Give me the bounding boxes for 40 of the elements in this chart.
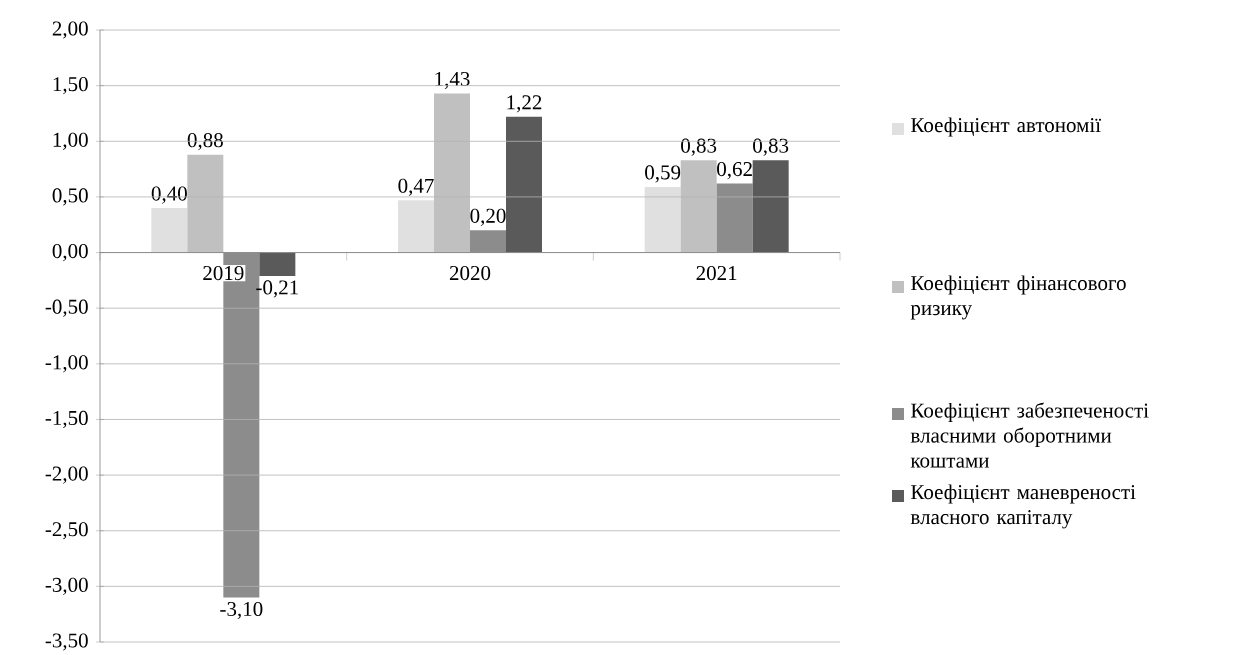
y-tick-label: 2,00 bbox=[52, 21, 88, 39]
data-label: 0,62 bbox=[717, 161, 752, 180]
data-label: 0,83 bbox=[753, 138, 789, 156]
y-tick-label: -3,50 bbox=[45, 633, 88, 651]
data-label: 1,43 bbox=[435, 71, 470, 90]
bar bbox=[259, 252, 296, 276]
data-label: 0,20 bbox=[470, 208, 506, 226]
y-tick-label: -3,00 bbox=[45, 577, 88, 595]
y-tick-label: -0,50 bbox=[45, 299, 88, 317]
legend-label: Коефіцієнт фінансового ризику bbox=[910, 275, 1126, 320]
legend-label: Коефіцієнт маневреності власного капіталу bbox=[910, 484, 1136, 529]
bar bbox=[680, 160, 717, 253]
bar bbox=[187, 154, 224, 253]
y-tick-label: -2,00 bbox=[45, 466, 88, 484]
data-label: 0,88 bbox=[187, 133, 223, 151]
bar bbox=[752, 160, 789, 253]
y-tick-label: 1,00 bbox=[53, 132, 88, 150]
legend-label: Коефіцієнт забезпеченості власними оборотними коштами bbox=[910, 402, 1149, 468]
bar bbox=[398, 200, 435, 253]
bar bbox=[151, 208, 188, 253]
y-tick-label: 0,50 bbox=[52, 188, 88, 206]
x-tick-label: 2020 bbox=[449, 265, 491, 281]
y-tick-label: -2,50 bbox=[45, 522, 88, 540]
data-label: 1,22 bbox=[507, 95, 542, 113]
y-tick-label: -1,00 bbox=[45, 355, 88, 373]
bar bbox=[434, 93, 470, 253]
data-label: -0,21 bbox=[256, 280, 298, 298]
data-label: 0,40 bbox=[151, 186, 187, 204]
data-label: -3,10 bbox=[220, 601, 263, 620]
y-tick-label: 1,50 bbox=[53, 77, 88, 95]
y-tick-label: -1,50 bbox=[45, 410, 88, 429]
data-label: 0,47 bbox=[398, 178, 434, 196]
x-tick-label: 2019 bbox=[203, 265, 244, 281]
y-tick-label: 0,00 bbox=[52, 243, 88, 262]
bar bbox=[506, 116, 542, 253]
bar bbox=[644, 186, 681, 253]
data-label: 0,59 bbox=[645, 165, 681, 183]
legend-label: Коефіцієнт автономії bbox=[911, 117, 1101, 137]
data-label: 0,83 bbox=[681, 138, 717, 156]
x-tick-label: 2021 bbox=[696, 265, 737, 281]
